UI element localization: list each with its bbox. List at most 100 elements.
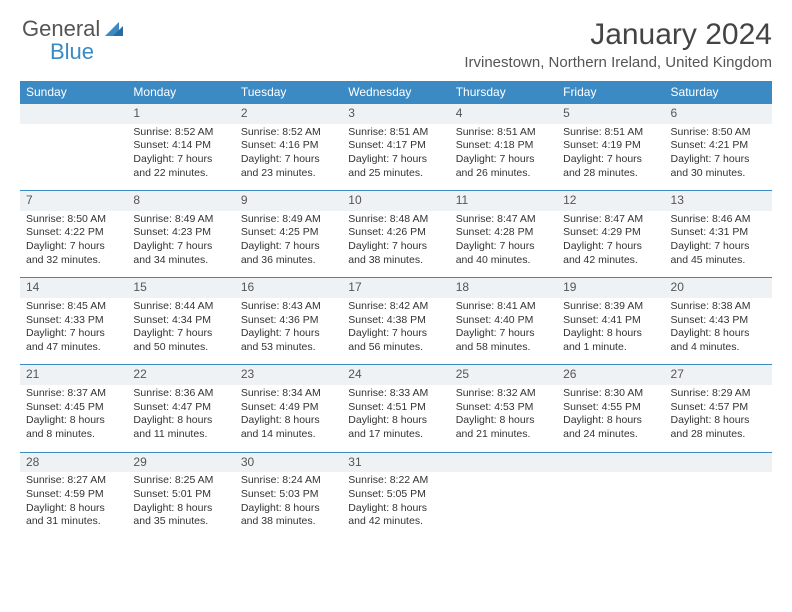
daylight-text: Daylight: 7 hours: [133, 327, 228, 341]
daylight-text: Daylight: 8 hours: [671, 414, 766, 428]
sail-icon: [105, 23, 123, 40]
weekday-header: Friday: [557, 81, 664, 104]
day-number: 15: [127, 278, 234, 298]
day-cell: Sunrise: 8:37 AMSunset: 4:45 PMDaylight:…: [20, 385, 127, 452]
day-number: 12: [557, 191, 664, 211]
day-cell: Sunrise: 8:38 AMSunset: 4:43 PMDaylight:…: [665, 298, 772, 365]
sunset-text: Sunset: 4:31 PM: [671, 226, 766, 240]
daylight-text: and 42 minutes.: [563, 254, 658, 268]
day-cell: Sunrise: 8:36 AMSunset: 4:47 PMDaylight:…: [127, 385, 234, 452]
day-cell: Sunrise: 8:29 AMSunset: 4:57 PMDaylight:…: [665, 385, 772, 452]
day-number: 3: [342, 104, 449, 124]
day-cell: Sunrise: 8:34 AMSunset: 4:49 PMDaylight:…: [235, 385, 342, 452]
sunrise-text: Sunrise: 8:45 AM: [26, 300, 121, 314]
weekday-header: Thursday: [450, 81, 557, 104]
day-cell: Sunrise: 8:30 AMSunset: 4:55 PMDaylight:…: [557, 385, 664, 452]
daylight-text: Daylight: 7 hours: [348, 327, 443, 341]
daylight-text: and 42 minutes.: [348, 515, 443, 529]
sunrise-text: Sunrise: 8:52 AM: [133, 126, 228, 140]
daylight-text: and 22 minutes.: [133, 167, 228, 181]
sunrise-text: Sunrise: 8:49 AM: [241, 213, 336, 227]
sunrise-text: Sunrise: 8:24 AM: [241, 474, 336, 488]
sunrise-text: Sunrise: 8:41 AM: [456, 300, 551, 314]
daylight-text: and 28 minutes.: [671, 428, 766, 442]
weekday-header: Saturday: [665, 81, 772, 104]
sunset-text: Sunset: 4:29 PM: [563, 226, 658, 240]
daylight-text: and 24 minutes.: [563, 428, 658, 442]
day-number: [20, 104, 127, 124]
daylight-text: and 28 minutes.: [563, 167, 658, 181]
brand-text: General Blue: [22, 18, 123, 64]
day-cell: Sunrise: 8:52 AMSunset: 4:14 PMDaylight:…: [127, 124, 234, 191]
day-cell: Sunrise: 8:47 AMSunset: 4:28 PMDaylight:…: [450, 211, 557, 278]
sunset-text: Sunset: 4:22 PM: [26, 226, 121, 240]
day-detail-row: Sunrise: 8:37 AMSunset: 4:45 PMDaylight:…: [20, 385, 772, 452]
day-cell: Sunrise: 8:49 AMSunset: 4:23 PMDaylight:…: [127, 211, 234, 278]
daylight-text: and 45 minutes.: [671, 254, 766, 268]
day-number: [450, 452, 557, 472]
sunrise-text: Sunrise: 8:46 AM: [671, 213, 766, 227]
day-cell: Sunrise: 8:52 AMSunset: 4:16 PMDaylight:…: [235, 124, 342, 191]
day-cell: Sunrise: 8:43 AMSunset: 4:36 PMDaylight:…: [235, 298, 342, 365]
day-cell: [450, 472, 557, 539]
day-cell: Sunrise: 8:33 AMSunset: 4:51 PMDaylight:…: [342, 385, 449, 452]
day-number: 20: [665, 278, 772, 298]
daylight-text: and 26 minutes.: [456, 167, 551, 181]
daylight-text: Daylight: 7 hours: [26, 327, 121, 341]
day-cell: Sunrise: 8:42 AMSunset: 4:38 PMDaylight:…: [342, 298, 449, 365]
sunrise-text: Sunrise: 8:49 AM: [133, 213, 228, 227]
daylight-text: and 38 minutes.: [348, 254, 443, 268]
sunset-text: Sunset: 4:33 PM: [26, 314, 121, 328]
day-number-row: 21222324252627: [20, 365, 772, 385]
daylight-text: and 14 minutes.: [241, 428, 336, 442]
sunrise-text: Sunrise: 8:50 AM: [671, 126, 766, 140]
sunrise-text: Sunrise: 8:47 AM: [563, 213, 658, 227]
daylight-text: Daylight: 8 hours: [671, 327, 766, 341]
day-cell: Sunrise: 8:49 AMSunset: 4:25 PMDaylight:…: [235, 211, 342, 278]
day-detail-row: Sunrise: 8:27 AMSunset: 4:59 PMDaylight:…: [20, 472, 772, 539]
sunrise-text: Sunrise: 8:51 AM: [348, 126, 443, 140]
day-number: [557, 452, 664, 472]
day-number: 13: [665, 191, 772, 211]
day-number: 18: [450, 278, 557, 298]
day-number: [665, 452, 772, 472]
sunset-text: Sunset: 4:55 PM: [563, 401, 658, 415]
title-block: January 2024 Irvinestown, Northern Irela…: [464, 18, 772, 71]
daylight-text: and 50 minutes.: [133, 341, 228, 355]
weekday-header: Sunday: [20, 81, 127, 104]
day-number: 27: [665, 365, 772, 385]
daylight-text: and 40 minutes.: [456, 254, 551, 268]
day-number: 26: [557, 365, 664, 385]
weekday-header: Monday: [127, 81, 234, 104]
daylight-text: and 31 minutes.: [26, 515, 121, 529]
sunrise-text: Sunrise: 8:30 AM: [563, 387, 658, 401]
sunset-text: Sunset: 4:57 PM: [671, 401, 766, 415]
sunset-text: Sunset: 4:47 PM: [133, 401, 228, 415]
day-number: 11: [450, 191, 557, 211]
sunset-text: Sunset: 4:51 PM: [348, 401, 443, 415]
sunrise-text: Sunrise: 8:38 AM: [671, 300, 766, 314]
sunset-text: Sunset: 5:03 PM: [241, 488, 336, 502]
day-number-row: 28293031: [20, 452, 772, 472]
daylight-text: Daylight: 8 hours: [26, 414, 121, 428]
daylight-text: and 1 minute.: [563, 341, 658, 355]
daylight-text: Daylight: 7 hours: [563, 240, 658, 254]
day-cell: Sunrise: 8:41 AMSunset: 4:40 PMDaylight:…: [450, 298, 557, 365]
day-number: 28: [20, 452, 127, 472]
day-cell: [665, 472, 772, 539]
day-number: 16: [235, 278, 342, 298]
location-text: Irvinestown, Northern Ireland, United Ki…: [464, 54, 772, 71]
sunset-text: Sunset: 4:53 PM: [456, 401, 551, 415]
sunrise-text: Sunrise: 8:29 AM: [671, 387, 766, 401]
brand-word1: General: [22, 16, 100, 41]
sunrise-text: Sunrise: 8:50 AM: [26, 213, 121, 227]
day-cell: Sunrise: 8:45 AMSunset: 4:33 PMDaylight:…: [20, 298, 127, 365]
sunset-text: Sunset: 4:43 PM: [671, 314, 766, 328]
daylight-text: Daylight: 8 hours: [563, 327, 658, 341]
sunrise-text: Sunrise: 8:34 AM: [241, 387, 336, 401]
sunset-text: Sunset: 4:25 PM: [241, 226, 336, 240]
daylight-text: Daylight: 8 hours: [241, 414, 336, 428]
daylight-text: and 25 minutes.: [348, 167, 443, 181]
daylight-text: and 38 minutes.: [241, 515, 336, 529]
daylight-text: Daylight: 8 hours: [456, 414, 551, 428]
